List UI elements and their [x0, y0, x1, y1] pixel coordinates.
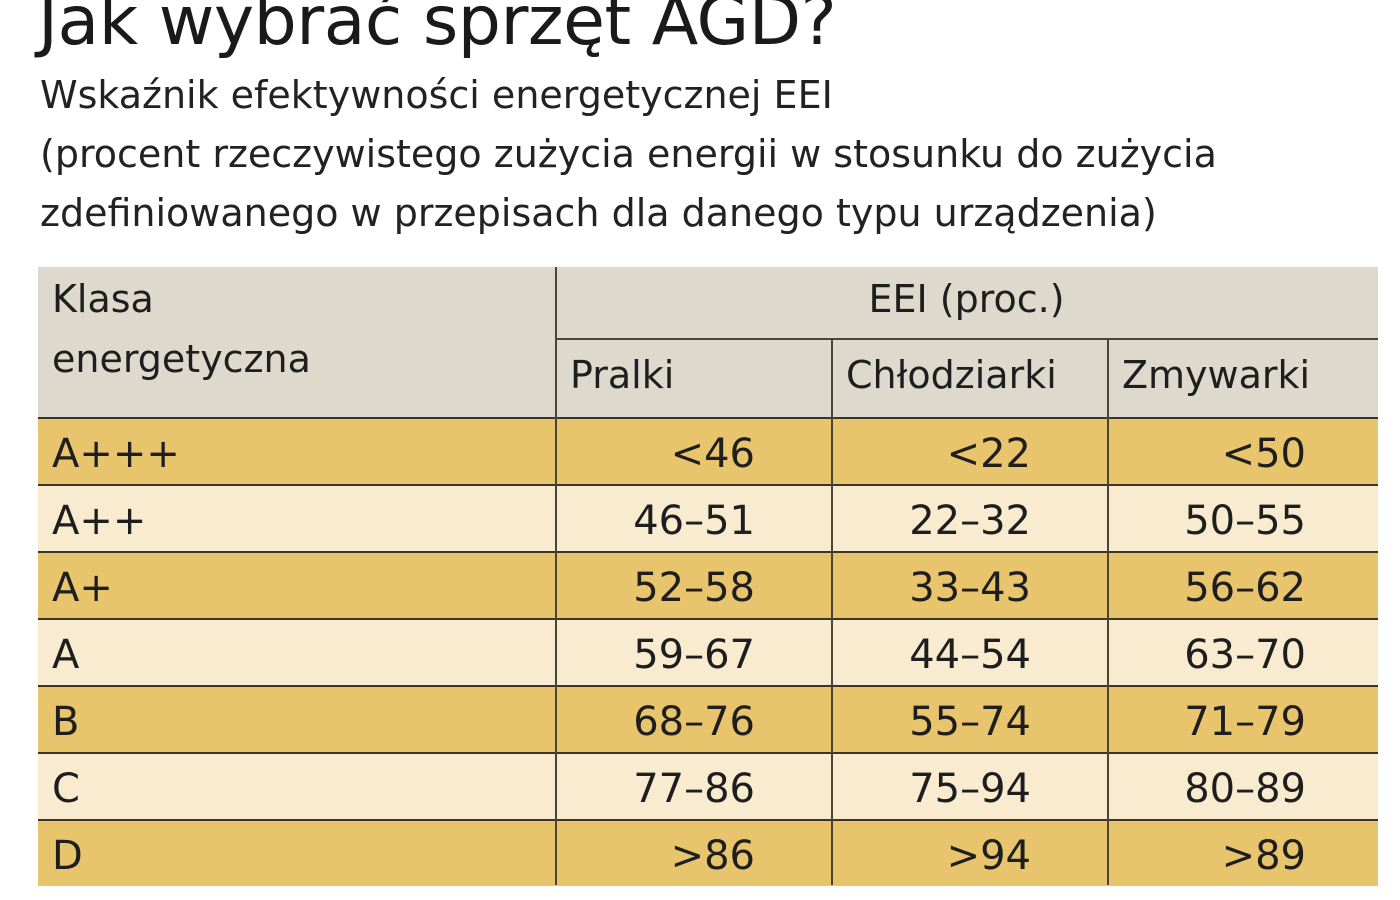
eei-value-cell: 68–76 — [633, 699, 755, 745]
subtitle-line: (procent rzeczywistego zużycia energii w… — [40, 132, 1217, 176]
energy-class-label: A+ — [52, 565, 113, 611]
eei-value-cell: 63–70 — [1184, 632, 1306, 678]
eei-value-cell: <50 — [1221, 431, 1306, 477]
eei-value-cell: 59–67 — [633, 632, 755, 678]
group-header-divider — [555, 338, 1378, 340]
eei-value-cell: <46 — [670, 431, 755, 477]
eei-value-cell: <22 — [946, 431, 1031, 477]
eei-value-cell: 46–51 — [633, 498, 755, 544]
table-row: C 77–86 75–94 80–89 — [38, 752, 1378, 819]
subtitle-line: Wskaźnik efektywności energetycznej EEI — [40, 73, 833, 117]
group-header: EEI (proc.) — [868, 277, 1065, 321]
eei-value-cell: 80–89 — [1184, 766, 1306, 812]
energy-class-label: B — [52, 699, 80, 745]
eei-value-cell: 44–54 — [909, 632, 1031, 678]
column-header-chlodziarki: Chłodziarki — [846, 353, 1057, 397]
energy-class-label: A++ — [52, 498, 147, 544]
eei-value-cell: >94 — [946, 833, 1031, 879]
eei-value-cell: 56–62 — [1184, 565, 1306, 611]
table-row: B 68–76 55–74 71–79 — [38, 685, 1378, 752]
eei-value-cell: >89 — [1221, 833, 1306, 879]
column-divider — [555, 267, 557, 885]
energy-class-label: A — [52, 632, 80, 678]
column-divider — [1107, 338, 1109, 885]
eei-value-cell: 55–74 — [909, 699, 1031, 745]
eei-value-cell: 52–58 — [633, 565, 755, 611]
table-row: A+++ <46 <22 <50 — [38, 417, 1378, 484]
column-header-pralki: Pralki — [570, 353, 675, 397]
eei-table: Klasa energetyczna EEI (proc.) Pralki Ch… — [38, 267, 1378, 886]
eei-value-cell: 71–79 — [1184, 699, 1306, 745]
column-divider — [831, 338, 833, 885]
subtitle-line: zdefiniowanego w przepisach dla danego t… — [40, 191, 1157, 235]
subtitle: Wskaźnik efektywności energetycznej EEI … — [40, 66, 1380, 243]
page-title: Jak wybrać sprzęt AGD? — [38, 0, 837, 61]
eei-value-cell: 77–86 — [633, 766, 755, 812]
energy-class-label: A+++ — [52, 431, 180, 477]
table-row: A 59–67 44–54 63–70 — [38, 618, 1378, 685]
row-header-line-1: Klasa — [52, 277, 154, 321]
energy-class-label: D — [52, 833, 83, 879]
eei-value-cell: >86 — [670, 833, 755, 879]
table-row: A+ 52–58 33–43 56–62 — [38, 551, 1378, 618]
eei-value-cell: 22–32 — [909, 498, 1031, 544]
energy-class-label: C — [52, 766, 80, 812]
eei-value-cell: 75–94 — [909, 766, 1031, 812]
eei-value-cell: 33–43 — [909, 565, 1031, 611]
table-row: D >86 >94 >89 — [38, 819, 1378, 886]
row-header-line-2: energetyczna — [52, 337, 311, 381]
column-header-zmywarki: Zmywarki — [1122, 353, 1311, 397]
table-row: A++ 46–51 22–32 50–55 — [38, 484, 1378, 551]
eei-value-cell: 50–55 — [1184, 498, 1306, 544]
